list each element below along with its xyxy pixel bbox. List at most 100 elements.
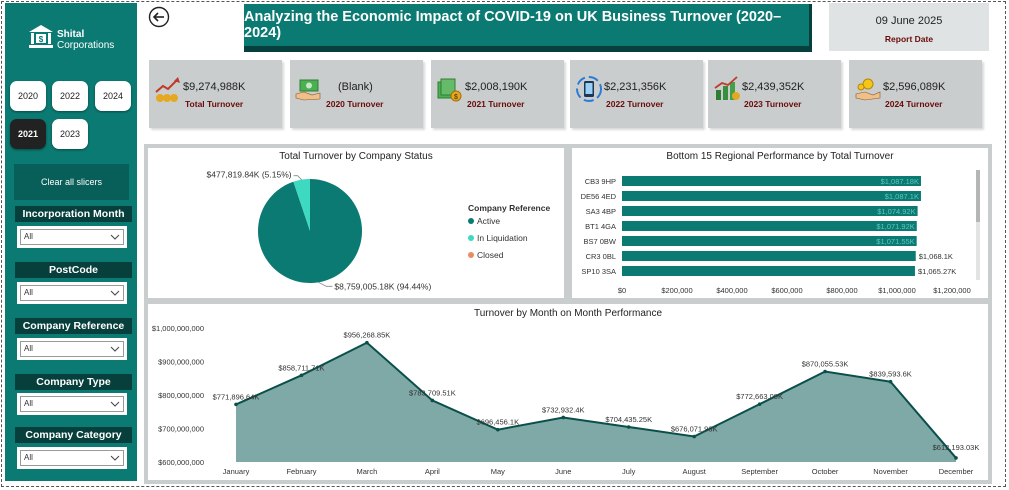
incorporation-month-dropdown[interactable]: All: [20, 229, 124, 245]
pie-legend-title: Company Reference: [468, 203, 550, 213]
scrollbar-thumb: [976, 170, 980, 222]
bar-category-label: BT1 4GA: [585, 222, 616, 231]
bar-data-label: $1,071.92K: [876, 222, 914, 231]
pie-data-label: $477,819.84K (5.15%): [207, 170, 292, 180]
area-data-label: $870,055.53K: [802, 360, 849, 369]
bar: [622, 206, 918, 216]
clear-slicers-button[interactable]: Clear all slicers: [14, 164, 129, 200]
bar-category-label: SA3 4BP: [586, 207, 616, 216]
area-y-tick-label: $800,000,000: [158, 391, 204, 400]
company-type-dropdown[interactable]: All: [20, 396, 124, 412]
kpi-value: $2,439,352K: [742, 81, 805, 93]
area-y-tick-label: $700,000,000: [158, 425, 204, 434]
area-point: [954, 456, 958, 460]
slicer-title-company-type: Company Type: [15, 374, 132, 390]
kpi-value: $9,274,988K: [183, 81, 246, 93]
company-reference-dropdown[interactable]: All: [20, 341, 124, 357]
kpi-label: 2020 Turnover: [326, 99, 384, 109]
year-button-2024[interactable]: 2024: [95, 81, 131, 111]
bar: [622, 251, 916, 261]
area-data-label: $612,193.03K: [933, 443, 980, 452]
svg-text:$: $: [39, 35, 44, 44]
slicer-title-company-category: Company Category: [15, 427, 132, 443]
bar-category-label: SP10 3SA: [581, 267, 616, 276]
area-data-label: $858,711.71K: [278, 363, 324, 372]
pie-chart-panel: Total Turnover by Company Status $477,81…: [148, 148, 564, 298]
bar-x-tick-label: $1,000,000: [878, 286, 916, 295]
bar-x-tick-label: $0: [618, 286, 626, 295]
year-button-2021[interactable]: 2021: [10, 119, 46, 149]
area-point: [365, 340, 369, 345]
area-data-label: $772,663.09K: [736, 392, 783, 401]
area-chart: $600,000,000 $700,000,000 $800,000,000 $900…: [152, 324, 980, 476]
postcode-dropdown[interactable]: All: [20, 285, 124, 301]
back-arrow-icon[interactable]: [148, 6, 170, 28]
report-date-card: 09 June 2025 Report Date: [829, 3, 989, 51]
area-x-tick-label: December: [939, 467, 974, 476]
bar-category-label: CR3 0BL: [586, 252, 616, 261]
bar-data-label: $1,071.55K: [876, 237, 914, 246]
bar: [622, 191, 921, 201]
bar-category-label: BS7 0BW: [583, 237, 616, 246]
pie-chart: $477,819.84K (5.15%) $8,759,005.18K (94.4…: [207, 170, 551, 292]
chevron-down-icon: [110, 346, 120, 352]
growth-chart-icon: [155, 77, 180, 102]
kpi-card-2024: $2,596,089K 2024 Turnover: [849, 60, 982, 128]
pie-legend-marker: [468, 235, 474, 241]
pie-legend-item: In Liquidation: [477, 233, 528, 243]
slicer-company-type: All: [17, 393, 127, 415]
pie-label-leader: [293, 175, 302, 180]
slicer-title-incorporation-month: Incorporation Month: [15, 206, 132, 222]
kpi-card-2020: (Blank) 2020 Turnover: [290, 60, 423, 128]
area-y-tick-label: $600,000,000: [158, 458, 204, 467]
bar-x-tick-label: $1,200,000: [933, 286, 971, 295]
bar-x-tick-label: $200,000: [661, 286, 692, 295]
area-x-tick-label: November: [873, 467, 908, 476]
chevron-down-icon: [110, 455, 120, 461]
kpi-value: (Blank): [338, 81, 373, 93]
area-x-tick-label: February: [286, 467, 316, 476]
area-point: [430, 398, 435, 403]
area-x-tick-label: October: [812, 467, 839, 476]
kpi-value: $2,008,190K: [465, 81, 528, 93]
bar-x-tick-label: $800,000: [826, 286, 857, 295]
year-button-2020[interactable]: 2020: [10, 81, 46, 111]
kpi-card-2021: $ $2,008,190K 2021 Turnover: [431, 60, 564, 128]
area-x-tick-label: September: [741, 467, 778, 476]
sidebar: $ Shital Corporations 2020 2022 2024 202…: [5, 3, 137, 481]
bar-growth-icon: [714, 76, 740, 100]
kpi-card-2022: $2,231,356K 2022 Turnover: [570, 60, 703, 128]
year-button-2022[interactable]: 2022: [52, 81, 88, 111]
page-title: Analyzing the Economic Impact of COVID-1…: [244, 4, 809, 46]
kpi-card-2023: $2,439,352K 2023 Turnover: [708, 60, 841, 128]
slicer-incorporation-month: All: [17, 226, 127, 248]
pie-legend-item: Closed: [477, 250, 504, 260]
slicer-company-reference: All: [17, 338, 127, 360]
area-point: [757, 402, 762, 406]
area-point: [234, 402, 238, 407]
year-button-2023[interactable]: 2023: [52, 119, 88, 149]
area-line: [235, 341, 957, 459]
kpi-card-total: $9,274,988K Total Turnover: [149, 60, 282, 128]
area-data-label: $732,932.4K: [542, 405, 585, 414]
mobile-payment-icon: [576, 76, 602, 102]
dropdown-value: All: [24, 232, 33, 241]
area-x-tick-label: April: [425, 467, 440, 476]
bar: [622, 266, 915, 276]
area-fill: [236, 342, 956, 462]
area-y-tick-label: $900,000,000: [158, 358, 204, 367]
kpi-label: 2022 Turnover: [606, 99, 664, 109]
slicer-company-category: All: [17, 447, 127, 469]
kpi-label: 2021 Turnover: [467, 99, 525, 109]
bar-chart-panel: Bottom 15 Regional Performance by Total …: [572, 148, 988, 298]
dropdown-value: All: [24, 288, 33, 297]
pie-legend-marker: [468, 252, 474, 258]
company-category-dropdown[interactable]: All: [20, 450, 124, 466]
area-x-tick-label: July: [622, 467, 636, 476]
chevron-down-icon: [110, 234, 120, 240]
bar: [622, 236, 917, 246]
area-data-label: $839,593.6K: [869, 370, 912, 379]
dropdown-value: All: [24, 399, 33, 408]
building-icon: $: [29, 25, 53, 48]
